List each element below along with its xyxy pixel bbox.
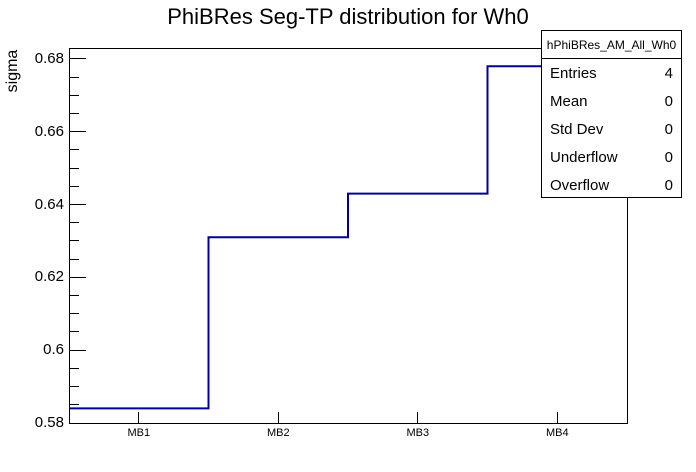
y-minor-tick [70,76,79,78]
stats-box-title: hPhiBRes_AM_All_Wh0 [542,31,681,59]
x-major-tick [277,412,279,423]
x-tick-label: MB3 [406,427,430,439]
y-minor-tick [70,331,79,333]
y-tick-label: 0.66 [34,122,64,140]
y-major-tick [70,276,86,278]
stats-box: hPhiBRes_AM_All_Wh0 Entries 4 Mean 0 Std… [541,30,682,198]
y-minor-tick [70,167,79,169]
y-minor-tick [70,94,79,96]
y-tick-label: 0.62 [34,268,64,286]
stats-row-entries: Entries 4 [542,59,681,87]
y-minor-tick [70,240,79,242]
stats-row-underflow: Underflow 0 [542,143,681,171]
stats-row-overflow: Overflow 0 [542,171,681,199]
plot-title: PhiBRes Seg-TP distribution for Wh0 [167,4,529,29]
y-minor-tick [70,258,79,260]
y-major-tick [70,204,86,206]
x-major-tick [417,412,419,423]
stats-value: 4 [664,64,673,82]
y-minor-tick [70,313,79,315]
stats-value: 0 [664,148,673,166]
x-major-tick [138,412,140,423]
stats-label: Entries [550,64,597,82]
y-major-tick [70,58,86,60]
stats-value: 0 [664,176,673,194]
y-minor-tick [70,149,79,151]
stats-row-mean: Mean 0 [542,87,681,115]
histogram-plot-area [69,65,627,410]
stats-label: Overflow [550,176,610,194]
x-tick-label: MB1 [127,427,151,439]
y-minor-tick [70,404,79,406]
stats-value: 0 [664,92,673,110]
plot-frame [69,48,628,424]
stats-label: Mean [550,92,588,110]
y-major-tick [70,131,86,133]
x-tick-label: MB2 [266,427,290,439]
histogram-step-line [69,65,627,410]
stats-label: Underflow [550,148,618,166]
y-minor-tick [70,185,79,187]
y-tick-label: 0.6 [43,341,64,359]
y-minor-tick [70,386,79,388]
y-tick-label: 0.58 [34,414,64,431]
y-tick-label: 0.68 [34,49,64,67]
y-minor-tick [70,222,79,224]
y-major-tick [70,349,86,351]
y-minor-tick [70,295,79,297]
stats-row-stddev: Std Dev 0 [542,115,681,143]
y-minor-tick [70,113,79,115]
stats-label: Std Dev [550,120,604,138]
y-minor-tick [70,367,79,369]
x-major-tick [556,412,558,423]
x-tick-label: MB4 [545,427,569,439]
y-major-tick [70,422,86,424]
stats-value: 0 [664,120,673,138]
y-tick-label: 0.64 [34,195,64,213]
